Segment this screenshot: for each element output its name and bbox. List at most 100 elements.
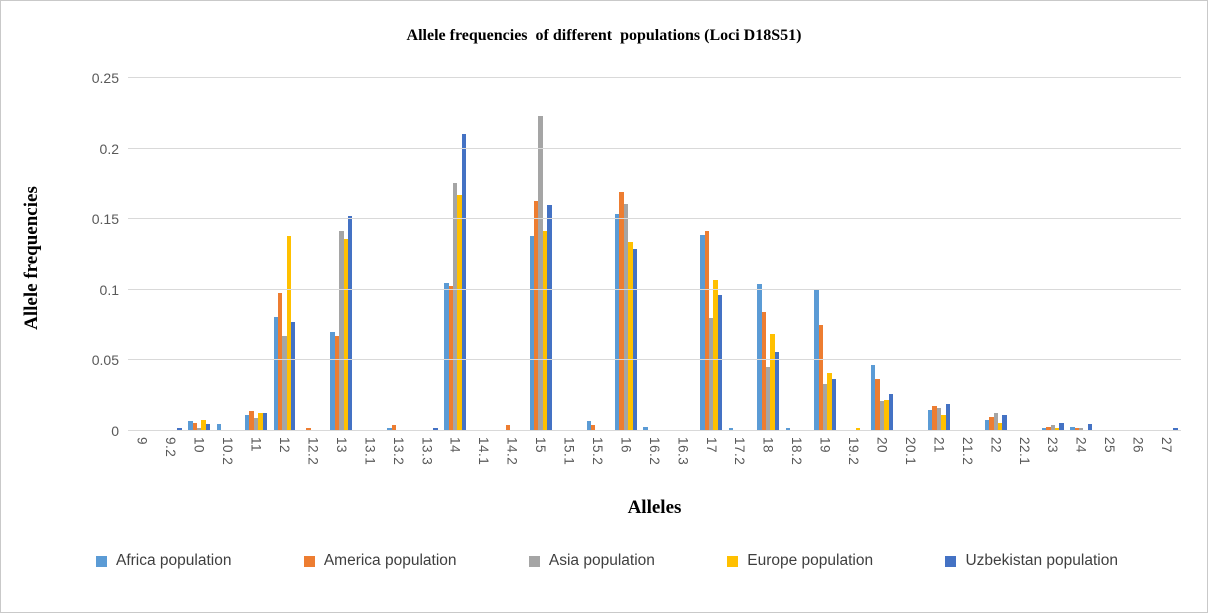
x-tick-cell-15.1: 15.1: [555, 437, 583, 495]
x-tick-label-13.3: 13.3: [419, 437, 435, 466]
x-tick-label-14: 14: [447, 437, 463, 454]
y-tick-label-0.15: 0.15: [91, 211, 119, 228]
x-tick-label-22.1: 22.1: [1016, 437, 1032, 466]
legend-label-america: America population: [323, 552, 457, 569]
x-tick-label-15.2: 15.2: [589, 437, 605, 466]
bar-uzbekistan-21: [945, 404, 950, 431]
x-tick-label-20.1: 20.1: [902, 437, 918, 466]
x-tick-cell-13: 13: [327, 437, 355, 495]
bar-uzbekistan-20: [888, 394, 893, 431]
x-tick-label-15.1: 15.1: [561, 437, 577, 466]
bar-africa-17: [700, 234, 705, 431]
bar-america-21: [932, 405, 937, 431]
bar-group-23: [1039, 78, 1067, 431]
bar-uzbekistan-13: [347, 216, 353, 431]
bar-group-25: [1095, 78, 1123, 431]
bar-group-13: [327, 78, 355, 431]
gridline-0.05: [128, 359, 1181, 361]
bar-europe-13: [343, 238, 348, 431]
bar-africa-11: [245, 415, 250, 431]
x-tick-cell-27: 27: [1152, 437, 1180, 495]
bar-group-11: [242, 78, 270, 431]
bar-america-15.2: [590, 425, 596, 431]
x-tick-cell-17.2: 17.2: [726, 437, 754, 495]
legend-swatch-uzbekistan: [945, 555, 957, 567]
bar-uzbekistan-16: [632, 248, 637, 431]
bar-america-12.2: [306, 428, 311, 431]
legend-swatch-asia: [528, 555, 540, 567]
x-tick-label-15: 15: [533, 437, 549, 454]
bar-uzbekistan-15: [547, 205, 552, 431]
x-tick-label-10: 10: [191, 437, 207, 454]
legend-label-uzbekistan: Uzbekistan population: [965, 552, 1118, 569]
bar-america-14: [448, 285, 454, 431]
bar-group-15.2: [583, 78, 611, 431]
x-tick-cell-19: 19: [811, 437, 839, 495]
legend-item-america: America population: [303, 552, 457, 570]
x-tick-label-13.1: 13.1: [362, 437, 378, 466]
bar-asia-21: [936, 408, 942, 431]
bar-africa-24: [1070, 426, 1075, 431]
x-tick-label-21: 21: [931, 437, 947, 454]
x-tick-label-16: 16: [618, 437, 634, 454]
x-tick-label-12: 12: [276, 437, 292, 454]
x-tick-cell-24: 24: [1067, 437, 1095, 495]
bar-europe-15: [542, 230, 548, 431]
bar-asia-17: [709, 318, 714, 431]
bar-asia-14: [453, 182, 458, 431]
gridline-0: [128, 430, 1181, 431]
bar-america-15: [533, 200, 539, 431]
x-tick-label-17: 17: [703, 437, 719, 454]
bar-africa-15.2: [586, 421, 591, 431]
bar-group-13.3: [413, 78, 441, 431]
bar-asia-11: [253, 418, 259, 431]
x-tick-cell-14.1: 14.1: [469, 437, 497, 495]
bar-america-13.2: [391, 425, 397, 431]
bar-europe-11: [258, 412, 263, 431]
y-tick-label-0.25: 0.25: [91, 70, 119, 86]
x-tick-cell-11: 11: [242, 437, 270, 495]
x-tick-cell-9: 9: [128, 437, 156, 495]
bar-europe-18: [770, 333, 775, 431]
x-tick-cell-21.2: 21.2: [953, 437, 981, 495]
x-tick-cell-22: 22: [982, 437, 1010, 495]
gridline-0.15: [128, 218, 1181, 220]
bar-group-12.2: [299, 78, 327, 431]
x-tick-label-19.2: 19.2: [846, 437, 862, 466]
x-tick-cell-16: 16: [612, 437, 640, 495]
legend: Africa population America population Asia …: [96, 552, 1118, 570]
legend-label-asia: Asia population: [548, 552, 655, 569]
x-tick-label-17.2: 17.2: [732, 437, 748, 466]
bar-africa-13.2: [387, 428, 392, 431]
x-tick-label-22: 22: [988, 437, 1004, 454]
bar-america-20: [875, 378, 880, 431]
y-tick-label-0: 0: [111, 423, 119, 439]
bar-group-13.2: [384, 78, 412, 431]
y-tick-label-0.2: 0.2: [99, 140, 119, 157]
bar-group-10: [185, 78, 213, 431]
x-tick-label-9.2: 9.2: [163, 437, 179, 458]
bar-africa-17.2: [728, 428, 734, 431]
bar-asia-19: [822, 384, 828, 431]
bar-group-19: [811, 78, 839, 431]
bar-group-9: [128, 78, 156, 431]
bar-uzbekistan-12: [291, 322, 296, 431]
bar-europe-21: [941, 415, 946, 431]
x-tick-cell-12.2: 12.2: [299, 437, 327, 495]
bar-group-16.3: [669, 78, 697, 431]
bar-asia-22: [993, 412, 999, 431]
x-tick-label-14.1: 14.1: [476, 437, 492, 466]
bar-africa-18: [757, 284, 762, 431]
bar-america-18: [761, 312, 766, 431]
bar-europe-17: [713, 279, 718, 431]
bar-group-14.1: [469, 78, 497, 431]
bar-africa-12: [273, 316, 278, 431]
bar-asia-23: [1050, 425, 1055, 431]
bar-uzbekistan-9.2: [177, 428, 182, 431]
x-tick-label-10.2: 10.2: [220, 437, 236, 466]
x-tick-label-16.3: 16.3: [675, 437, 691, 466]
bar-group-15.1: [555, 78, 583, 431]
chart-title: Allele frequencies of different populati…: [406, 27, 802, 44]
x-tick-label-24: 24: [1073, 437, 1089, 454]
